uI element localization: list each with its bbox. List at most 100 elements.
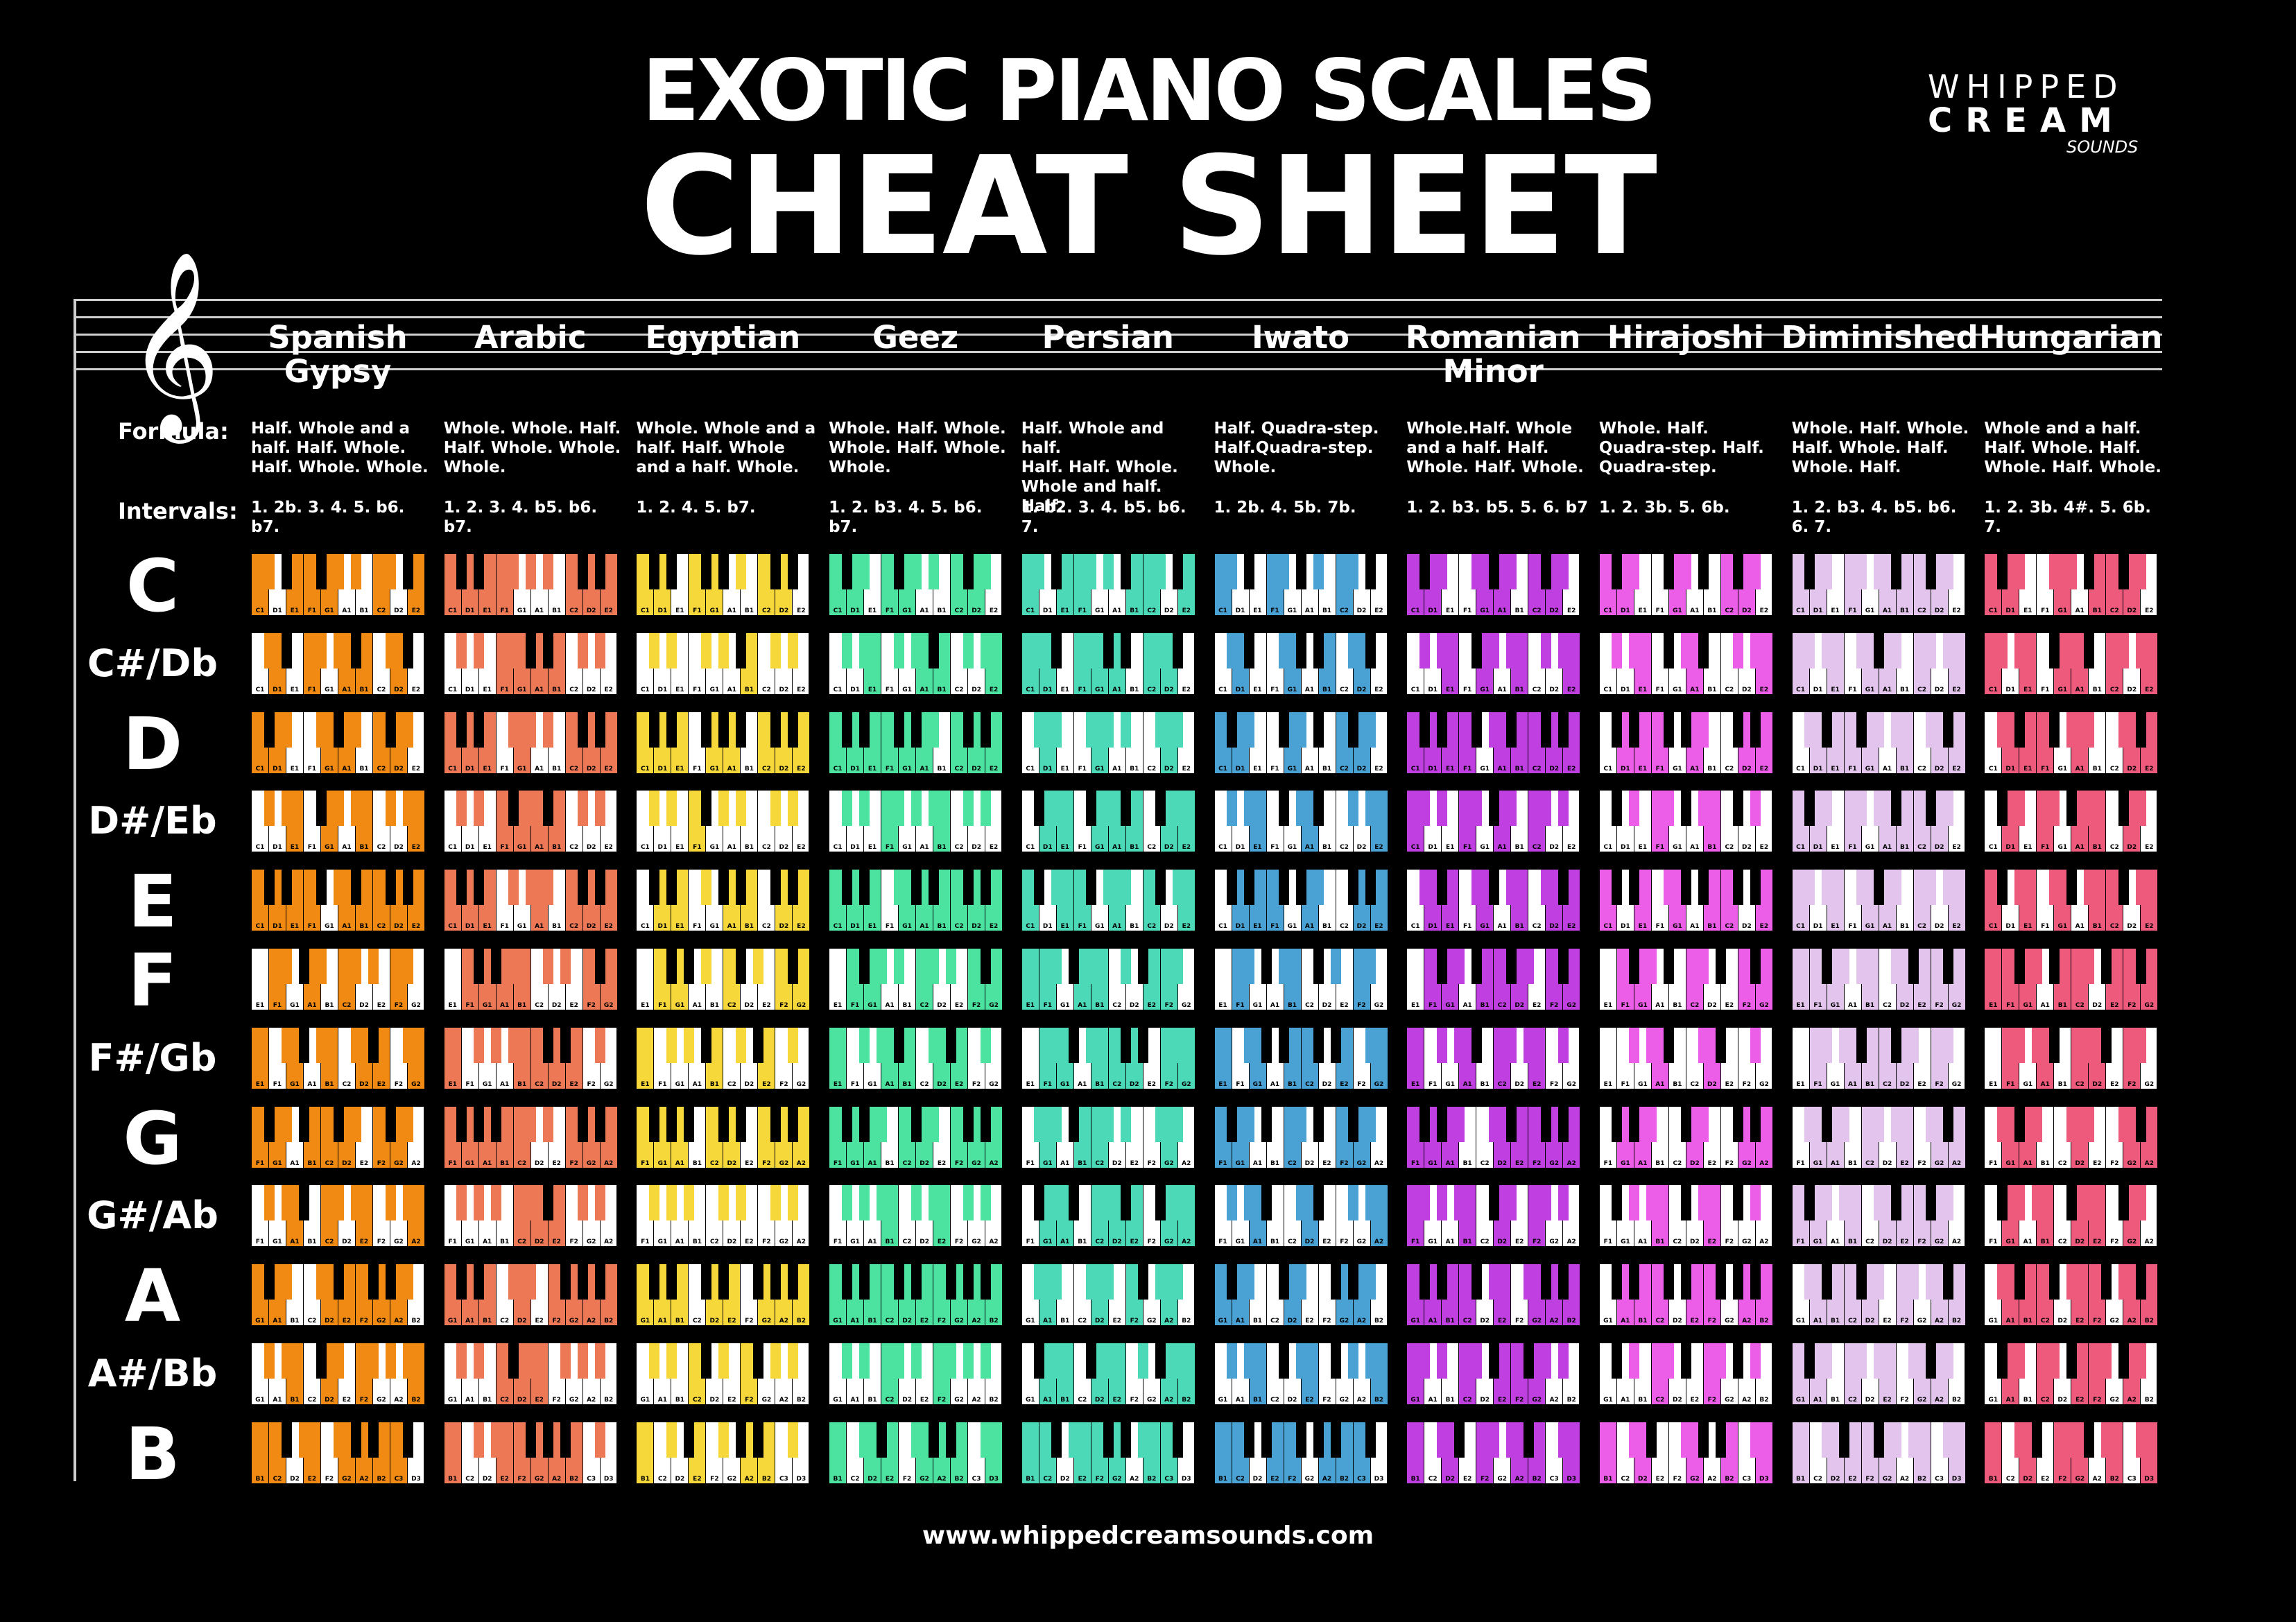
white-key: E2 (1721, 1027, 1738, 1089)
key-label: A2 (1549, 1397, 1559, 1404)
black-key (1612, 870, 1623, 906)
key-label: F1 (1796, 1239, 1805, 1246)
white-key: B1 (321, 949, 338, 1010)
black-key (1856, 791, 1867, 827)
black-key (1557, 632, 1569, 668)
black-key (2066, 1264, 2077, 1300)
key-label: E2 (920, 1397, 929, 1404)
key-label: B1 (517, 1080, 527, 1088)
key-label: E1 (1989, 1080, 1998, 1088)
key-label: G2 (1742, 1239, 1752, 1246)
key-label: B1 (868, 1318, 877, 1325)
piano-keyboard: E1 F1 G1 A1 B1 C2 D2 E2 F2 G2 (829, 948, 1003, 1010)
black-key (2135, 711, 2146, 748)
key-label: F1 (273, 1080, 282, 1088)
piano-keyboard: C1 D1 E1 F1 G1 A1 B1 C2 D2 E2 (1598, 711, 1773, 774)
key-label: B1 (1514, 607, 1524, 614)
formula-line: Whole. Whole and a (636, 420, 816, 438)
scale-header-line: Persian (1042, 319, 1174, 356)
black-key (1279, 554, 1289, 590)
key-label: D2 (534, 1159, 544, 1167)
black-key (893, 554, 904, 590)
key-label: B1 (744, 844, 754, 852)
key-label: B2 (569, 1475, 579, 1483)
black-key (1488, 1185, 1499, 1221)
black-key (787, 1106, 798, 1142)
key-label: D1 (1042, 844, 1053, 852)
key-label: G2 (1934, 1159, 1944, 1167)
black-key (1471, 1027, 1482, 1063)
piano-keyboard: C1 D1 E1 F1 G1 A1 B1 C2 D2 E2 (1021, 790, 1196, 853)
white-key: A2 (1371, 1106, 1388, 1168)
black-key (1557, 711, 1569, 748)
key-label: C1 (255, 765, 265, 773)
key-label: B1 (552, 923, 562, 931)
scale-formula: Whole and a half. Half. Whole. Half. Whole… (1984, 419, 2171, 477)
black-key (2118, 711, 2129, 748)
key-label: F1 (1848, 607, 1857, 614)
black-key (1365, 554, 1376, 590)
black-key (1155, 632, 1166, 668)
black-key (1891, 711, 1902, 748)
key-label: D1 (657, 844, 668, 852)
key-label: E1 (1410, 1002, 1420, 1009)
piano-keyboard: C1 D1 E1 F1 G1 A1 B1 C2 D2 E2 (829, 711, 1003, 774)
key-label: C2 (1848, 1397, 1858, 1404)
key-label: B1 (2092, 765, 2102, 773)
key-label: E1 (1831, 686, 1840, 693)
black-key (893, 1027, 904, 1063)
black-key (1227, 632, 1237, 668)
black-key (787, 949, 798, 985)
key-label: A2 (1514, 1475, 1524, 1483)
formula-line: Whole.Half. Whole (1406, 420, 1573, 438)
black-key (1348, 870, 1358, 906)
key-label: B1 (2023, 1318, 2032, 1325)
key-label: G2 (1690, 1475, 1700, 1483)
key-label: E1 (448, 1080, 457, 1088)
website-url[interactable]: www.whippedcreamsounds.com (922, 1521, 1374, 1550)
black-key (980, 711, 991, 748)
key-label: C2 (325, 1159, 334, 1167)
key-label: A1 (1112, 923, 1122, 931)
white-key: B1 (1511, 791, 1529, 852)
black-key (2100, 1422, 2112, 1458)
key-label: E1 (1796, 1002, 1805, 1009)
black-key (1296, 1185, 1306, 1221)
key-label: F2 (1900, 1397, 1909, 1404)
black-key (1943, 1027, 1954, 1063)
key-label: D1 (1621, 686, 1630, 693)
black-key (1436, 949, 1447, 985)
black-key (735, 554, 746, 590)
key-label: E2 (1566, 923, 1576, 931)
piano-keyboard: F1 G1 A1 B1 C2 D2 E2 F2 G2 A2 (829, 1105, 1003, 1168)
black-key (560, 1343, 571, 1379)
black-key (316, 632, 327, 668)
piano-keyboard: C1 D1 E1 F1 G1 A1 B1 C2 D2 E2 (829, 869, 1003, 932)
page-title-line1: EXOTIC PIANO SCALES (641, 42, 1657, 140)
black-key (1681, 1422, 1692, 1458)
key-label: A1 (1112, 844, 1122, 852)
white-key: E2 (549, 1106, 566, 1168)
black-key (1926, 870, 1937, 906)
black-key (735, 791, 746, 827)
black-key (1664, 711, 1675, 748)
key-label: C2 (2109, 923, 2119, 931)
key-label: D1 (1428, 844, 1438, 852)
formula-line: Whole. (829, 458, 891, 476)
key-label: B1 (1130, 686, 1139, 693)
black-key (1996, 1264, 2008, 1300)
black-key (1629, 1185, 1640, 1221)
key-label: F2 (937, 1397, 947, 1404)
key-label: A1 (1690, 607, 1700, 614)
black-key (1996, 554, 2008, 590)
key-label: A2 (411, 1159, 421, 1167)
black-key (595, 1185, 606, 1221)
black-key (2118, 554, 2129, 590)
key-label: B1 (744, 607, 754, 614)
black-key (858, 870, 870, 906)
key-label: G1 (902, 765, 912, 773)
key-label: C2 (307, 1318, 317, 1325)
black-key (928, 1027, 939, 1063)
key-label: D1 (2005, 765, 2016, 773)
key-label: D1 (1428, 686, 1438, 693)
